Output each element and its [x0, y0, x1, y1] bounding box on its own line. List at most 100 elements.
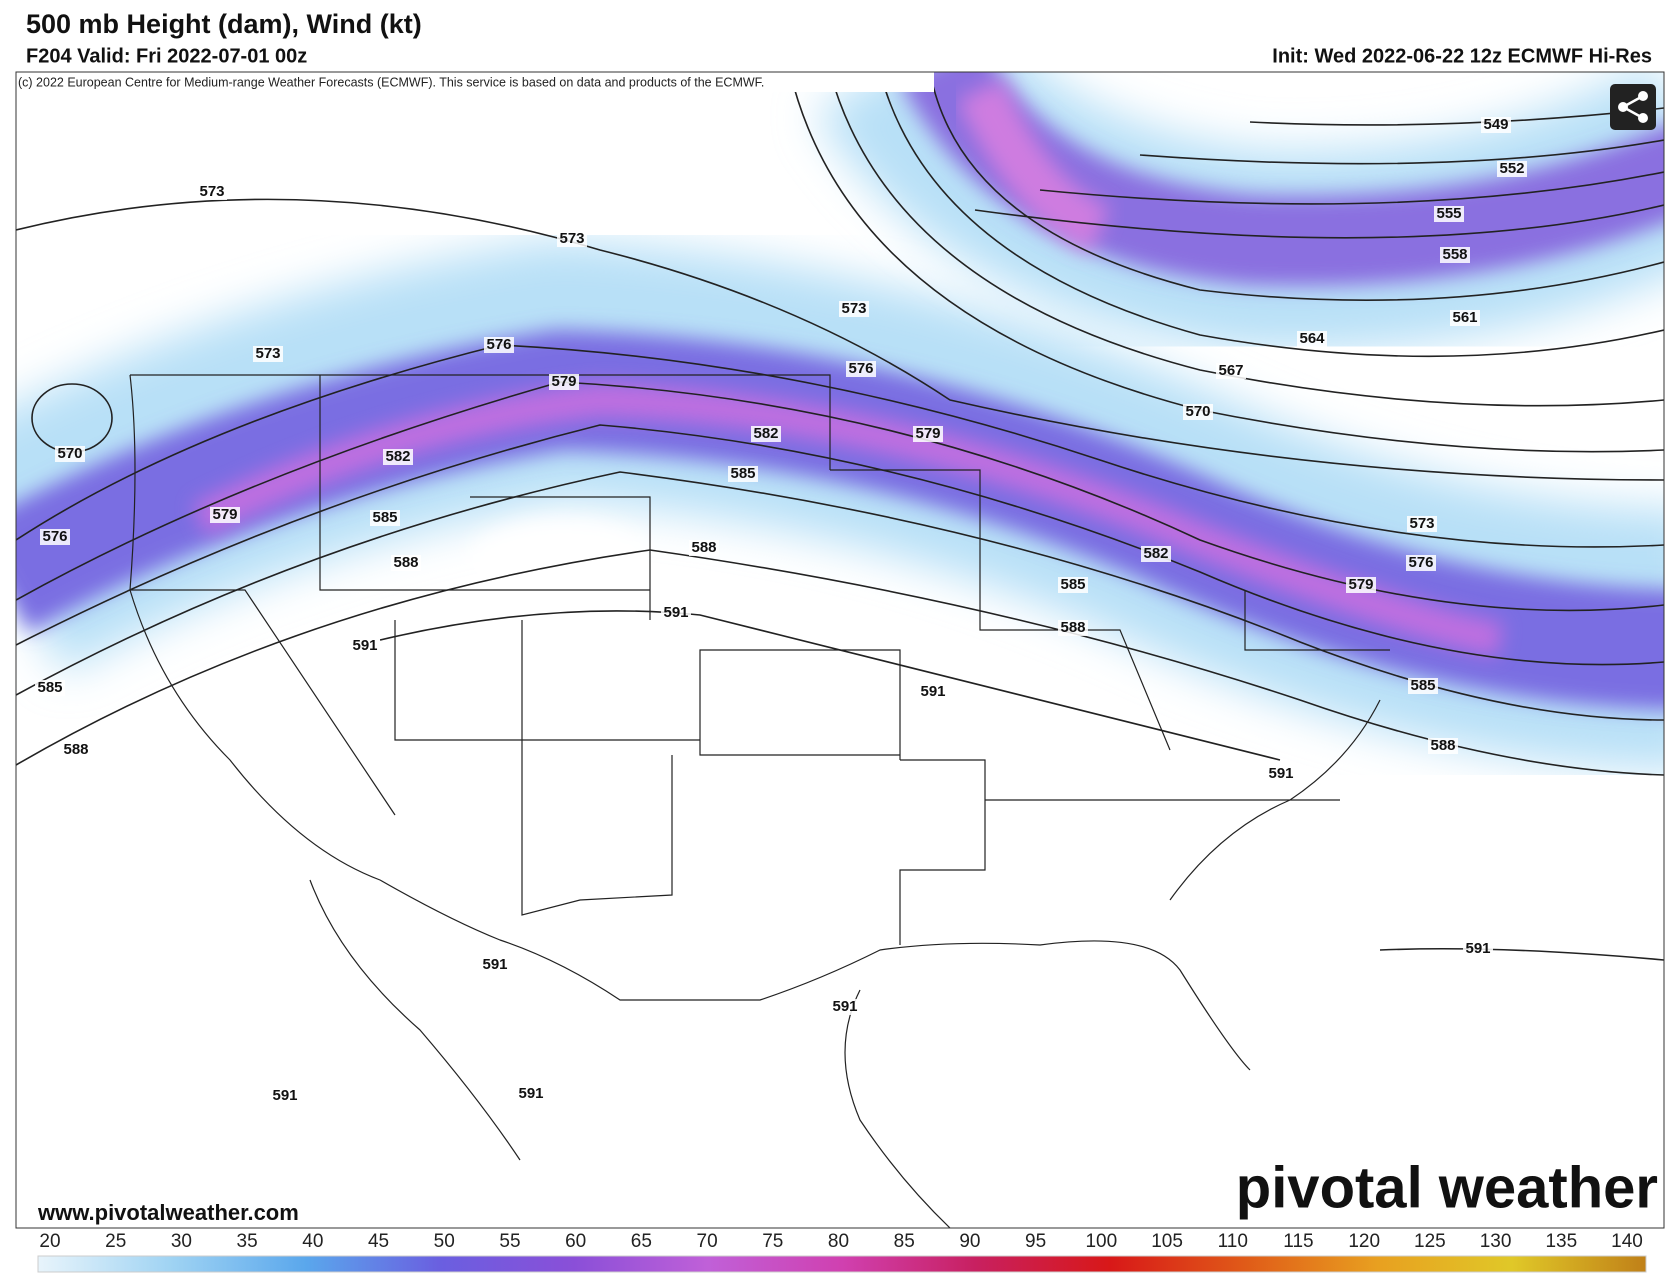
contour-label: 585: [1410, 677, 1435, 694]
colorbar-label: 40: [302, 1231, 323, 1252]
contour-label: 579: [551, 373, 576, 390]
contour-label: 591: [920, 683, 945, 700]
contour-label-bg: [1266, 766, 1296, 782]
colorbar-label: 35: [237, 1231, 258, 1252]
contour-label: 591: [1465, 940, 1490, 957]
contour-label-bg: [210, 507, 240, 523]
contour-label: 552: [1499, 160, 1524, 177]
contour-label: 585: [730, 465, 755, 482]
contour-label: 579: [915, 425, 940, 442]
colorbar-bar: [37, 1255, 1647, 1273]
share-button[interactable]: [1610, 84, 1656, 130]
colorbar-label: 20: [39, 1231, 60, 1252]
height-contours: [16, 72, 1664, 961]
colorbar-label: 85: [894, 1231, 915, 1252]
contour-label: 582: [753, 425, 778, 442]
contour-label: 585: [1060, 576, 1085, 593]
colorbar-label: 70: [697, 1231, 718, 1252]
colorbar-label: 135: [1545, 1231, 1577, 1252]
contour-label-bg: [661, 605, 691, 621]
colorbar-label: 25: [105, 1231, 126, 1252]
contour-label: 573: [841, 300, 866, 317]
contour-label: 588: [691, 539, 716, 556]
contour-label: 579: [1348, 576, 1373, 593]
contour-label-bg: [751, 426, 781, 442]
colorbar-label: 50: [434, 1231, 455, 1252]
contour-label: 591: [272, 1087, 297, 1104]
colorbar-label: 55: [499, 1231, 520, 1252]
contour-label-bg: [1463, 941, 1493, 957]
contour-label-bg: [516, 1086, 546, 1102]
contour-label: 570: [57, 445, 82, 462]
contour-label-bg: [40, 529, 70, 545]
contour-label-bg: [197, 184, 227, 200]
contour-label: 591: [1268, 765, 1293, 782]
colorbar-label: 120: [1348, 1231, 1380, 1252]
contour-label-bg: [253, 346, 283, 362]
contour-label-bg: [484, 337, 514, 353]
contour-label-bg: [913, 426, 943, 442]
contour-label-bg: [557, 231, 587, 247]
contour-label: 591: [518, 1085, 543, 1102]
contour-label: 591: [663, 604, 688, 621]
colorbar-label: 125: [1414, 1231, 1446, 1252]
contour-labels: 573 573 573 576 579 582 570 579 576 585 588 591 585 5…: [35, 116, 1527, 1104]
contour-label-bg: [480, 957, 510, 973]
contour-label-bg: [1450, 310, 1480, 326]
contour-label-bg: [61, 742, 91, 758]
contour-label: 573: [1409, 515, 1434, 532]
contour-label-bg: [270, 1088, 300, 1104]
contour-label: 588: [63, 741, 88, 758]
contour-label-bg: [1434, 206, 1464, 222]
copyright: (c) 2022 European Centre for Medium-rang…: [18, 75, 764, 89]
colorbar-label: 140: [1611, 1231, 1643, 1252]
colorbar-label: 110: [1218, 1231, 1248, 1252]
contour-label-bg: [370, 510, 400, 526]
colorbar-label: 65: [631, 1231, 652, 1252]
colorbar-label: 90: [959, 1231, 980, 1252]
contour-label-bg: [391, 555, 421, 571]
contour-label-bg: [1408, 678, 1438, 694]
colorbar-label: 30: [171, 1231, 192, 1252]
contour-label-bg: [549, 374, 579, 390]
contour-label-bg: [1141, 546, 1171, 562]
contour-label: 585: [372, 509, 397, 526]
contour-label-bg: [1216, 363, 1246, 379]
colorbar-label: 100: [1085, 1231, 1117, 1252]
contour-label: 576: [486, 336, 511, 353]
borders: [129, 374, 1390, 1228]
contour-label: 567: [1218, 362, 1243, 379]
contour-label-bg: [689, 540, 719, 556]
colorbar-label: 115: [1283, 1231, 1313, 1252]
contour-label-bg: [1497, 161, 1527, 177]
site-url: www.pivotalweather.com: [37, 1200, 299, 1225]
contour-label: 576: [42, 528, 67, 545]
contour-label-bg: [918, 684, 948, 700]
contour-label-bg: [55, 446, 85, 462]
contour-label-bg: [35, 680, 65, 696]
contour-label: 591: [832, 998, 857, 1015]
contour-label: 588: [1430, 737, 1455, 754]
contour-label: 588: [1060, 619, 1085, 636]
contour-label-bg: [728, 466, 758, 482]
contour-label: 582: [1143, 545, 1168, 562]
colorbar-label: 75: [762, 1231, 783, 1252]
contour-label: 549: [1483, 116, 1508, 133]
contour-label: 573: [199, 183, 224, 200]
watermark: pivotal weather: [1236, 1155, 1658, 1220]
title: 500 mb Height (dam), Wind (kt): [26, 9, 422, 39]
contour-label: 591: [482, 956, 507, 973]
contour-label: 573: [255, 345, 280, 362]
contour-label-bg: [383, 449, 413, 465]
contour-label-bg: [1297, 331, 1327, 347]
contour-label-bg: [1058, 577, 1088, 593]
copyright-bg: [16, 72, 934, 92]
contour-label-bg: [1481, 117, 1511, 133]
contour-label-bg: [1346, 577, 1376, 593]
colorbar-label: 45: [368, 1231, 389, 1252]
map-area: 573 573 573 576 579 582 570 579 576 585 588 591 585 5…: [16, 72, 1664, 1228]
colorbar-label: 60: [565, 1231, 586, 1252]
contour-label: 558: [1442, 246, 1467, 263]
